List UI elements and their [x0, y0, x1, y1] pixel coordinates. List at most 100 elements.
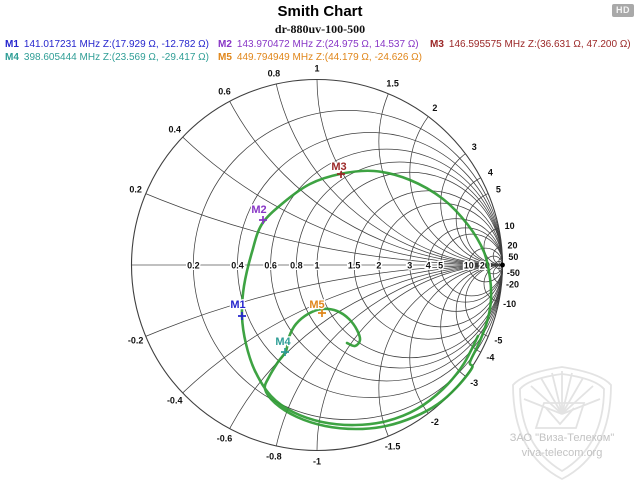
reactance-arc: [483, 227, 503, 266]
axis-label: 10: [464, 261, 474, 271]
axis-label: 2: [376, 261, 381, 271]
marker-cross-m4: [281, 348, 289, 356]
marker-readout-text: 398.605444 MHz Z:(23.569 Ω, -29.417 Ω): [23, 52, 209, 63]
reactance-arc: [492, 246, 503, 266]
rim-label: -1: [313, 457, 321, 467]
rim-label: 0.4: [168, 124, 181, 134]
watermark-logo: [512, 366, 612, 480]
marker-readout-m5: M5 449.794949 MHz Z:(44.179 Ω, -24.626 Ω): [218, 52, 422, 63]
watermark-site-text: viva-telecom.org: [522, 447, 603, 459]
axis-label: 5: [438, 261, 443, 271]
sweep-trace: [240, 169, 493, 431]
marker-label-m5: M5: [309, 299, 324, 311]
rim-label: -0.4: [167, 396, 183, 406]
marker-label-m2: M2: [251, 204, 266, 216]
reactance-arc: [409, 79, 503, 266]
marker-cross-m1: [238, 312, 246, 320]
reactance-arc: [455, 264, 503, 359]
rim-label: -4: [486, 352, 494, 362]
marker-readout-text: 141.017231 MHz Z:(17.929 Ω, -12.782 Ω): [23, 39, 209, 50]
watermark-ray: [561, 372, 573, 415]
axis-label: 1: [314, 261, 319, 271]
reactance-arc: [455, 171, 503, 266]
marker-id-label: M2: [218, 39, 232, 50]
page-title: Smith Chart: [277, 3, 363, 20]
marker-cross-m5: [318, 309, 326, 317]
rim-label: 1.5: [386, 79, 399, 89]
marker-cross-m2: [259, 216, 267, 224]
marker-readout-m1: M1 141.017231 MHz Z:(17.929 Ω, -12.782 Ω): [5, 39, 209, 50]
rim-label: 4: [488, 168, 493, 178]
watermark-emblem-v: [545, 407, 575, 426]
rim-label: -1.5: [385, 441, 401, 451]
reactance-arc: [378, 264, 503, 451]
marker-id-label: M4: [5, 52, 19, 63]
watermark-shield-outer: [512, 366, 612, 480]
rim-label: -10: [503, 299, 516, 309]
rim-label: -0.6: [217, 433, 233, 443]
chart-subtitle: dr-880uv-100-500: [274, 22, 366, 36]
watermark-ray: [540, 377, 563, 415]
axis-label: 3: [407, 261, 412, 271]
chart-marker-m3: M3: [330, 160, 348, 178]
axis-label: 0.4: [231, 261, 244, 271]
watermark-ray: [530, 385, 563, 415]
rim-label: -20: [506, 280, 519, 290]
chart-marker-m2: M2: [250, 203, 268, 224]
reactance-arc: [492, 264, 503, 284]
marker-readout-text: 449.794949 MHz Z:(44.179 Ω, -24.626 Ω): [236, 52, 422, 63]
axis-label: 0.2: [187, 261, 200, 271]
chart-marker-m5: M5: [308, 298, 326, 317]
rim-label: 20: [508, 240, 518, 250]
watermark-shield-inner: [519, 373, 605, 473]
infinity-point: [500, 262, 505, 268]
reactance-arc: [131, 79, 503, 266]
marker-readout-m3: M3 146.595575 MHz Z:(36.631 Ω, 47.200 Ω): [430, 39, 631, 50]
axis-label: 0.8: [290, 261, 303, 271]
axis-label: 0.6: [264, 261, 277, 271]
rim-label: 3: [472, 142, 477, 152]
watermark-emblem-frame: [534, 402, 586, 429]
rim-label: 0.8: [268, 68, 281, 78]
reactance-arc: [483, 264, 503, 303]
chart-marker-m4: M4: [274, 335, 293, 356]
reactance-arc: [498, 257, 503, 266]
watermark-ray: [561, 377, 584, 415]
rim-label: 1: [314, 64, 319, 74]
chart-marker-m1: M1: [229, 298, 247, 320]
axis-label: 4: [426, 261, 431, 271]
marker-cross-m3: [337, 170, 345, 178]
rim-label: -0.8: [266, 452, 282, 462]
marker-label-m3: M3: [331, 161, 346, 173]
hd-badge: HD: [612, 4, 634, 17]
marker-id-label: M5: [218, 52, 232, 63]
marker-label-m1: M1: [230, 299, 245, 311]
rim-label: 10: [505, 221, 515, 231]
marker-readout-m4: M4 398.605444 MHz Z:(23.569 Ω, -29.417 Ω): [5, 52, 209, 63]
marker-id-label: M3: [430, 39, 444, 50]
rim-label: -5: [494, 336, 502, 346]
watermark-ray: [561, 385, 594, 415]
chart-markers: M1 M2 M3 M4 M5: [229, 160, 348, 356]
reactance-arc: [440, 140, 503, 266]
marker-id-label: M1: [5, 39, 19, 50]
reactance-arc: [131, 79, 503, 266]
rim-label: -3: [470, 378, 478, 388]
marker-readout-text: 143.970472 MHz Z:(24.975 Ω, 14.537 Ω): [236, 39, 419, 50]
rim-label: -0.2: [128, 336, 144, 346]
reactance-arc: [378, 79, 503, 266]
rim-label: -2: [431, 417, 439, 427]
watermark-ray: [551, 372, 563, 415]
rim-label: 0.6: [218, 87, 231, 97]
watermark-company-text: ЗАО "Виза-Телеком": [510, 432, 615, 444]
marker-readout-m2: M2 143.970472 MHz Z:(24.975 Ω, 14.537 Ω): [218, 39, 419, 50]
rim-label: 0.2: [129, 184, 142, 194]
reactance-arc: [498, 264, 503, 273]
watermark-ray: [561, 398, 601, 415]
marker-label-m4: M4: [275, 336, 291, 348]
rim-label: -50: [507, 268, 520, 278]
marker-readout-text: 146.595575 MHz Z:(36.631 Ω, 47.200 Ω): [448, 39, 631, 50]
